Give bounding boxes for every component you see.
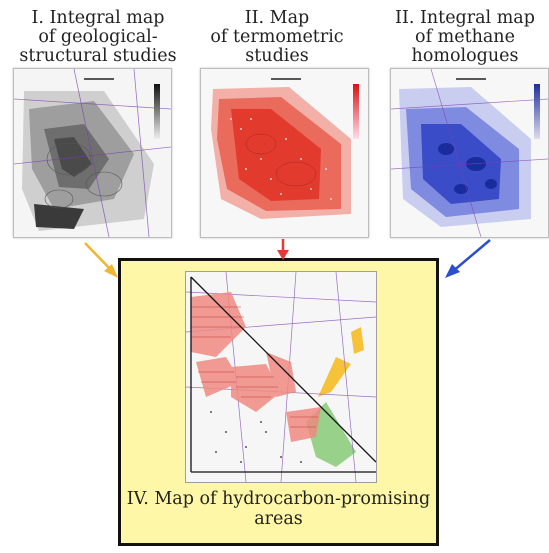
panel-2-title-line-1: II. Map (244, 8, 310, 28)
arrow-right (445, 239, 491, 278)
result-caption-line-2: areas (254, 509, 303, 529)
panel-3-title-line-3: homologues (411, 46, 519, 66)
arrow-center (277, 239, 289, 260)
panel-3-title-line-1: II. Integral map (395, 8, 535, 28)
panel-1-title-line-3: structural studies (19, 46, 177, 66)
termometric-map-image (201, 69, 368, 237)
hydrocarbon-map-panel: IV. Map of hydrocarbon-promising areas (118, 258, 439, 546)
geological-structural-map (13, 68, 172, 238)
panel-2-title: II. Map of termometric studies (192, 9, 362, 66)
panel-1-title-line-2: of geological- (38, 27, 158, 47)
result-caption: IV. Map of hydrocarbon-promising areas (121, 489, 436, 529)
panel-3-title-line-2: of methane (415, 27, 515, 47)
panel-2-title-line-2: of termometric (210, 27, 344, 47)
panel-1-title-line-1: I. Integral map (31, 8, 165, 28)
hydrocarbon-promising-map-image (186, 272, 376, 482)
termometric-map (200, 68, 369, 238)
result-caption-line-1: IV. Map of hydrocarbon-promising (126, 489, 431, 509)
methane-homologues-map (390, 68, 549, 238)
panel-1-title: I. Integral map of geological- structura… (13, 9, 183, 66)
arrow-left (84, 242, 118, 278)
panel-2-title-line-3: studies (245, 46, 309, 66)
methane-homologues-map-image (391, 69, 548, 237)
panel-3-title: II. Integral map of methane homologues (380, 9, 549, 66)
geological-structural-map-image (14, 69, 171, 237)
hydrocarbon-promising-map (185, 271, 377, 483)
